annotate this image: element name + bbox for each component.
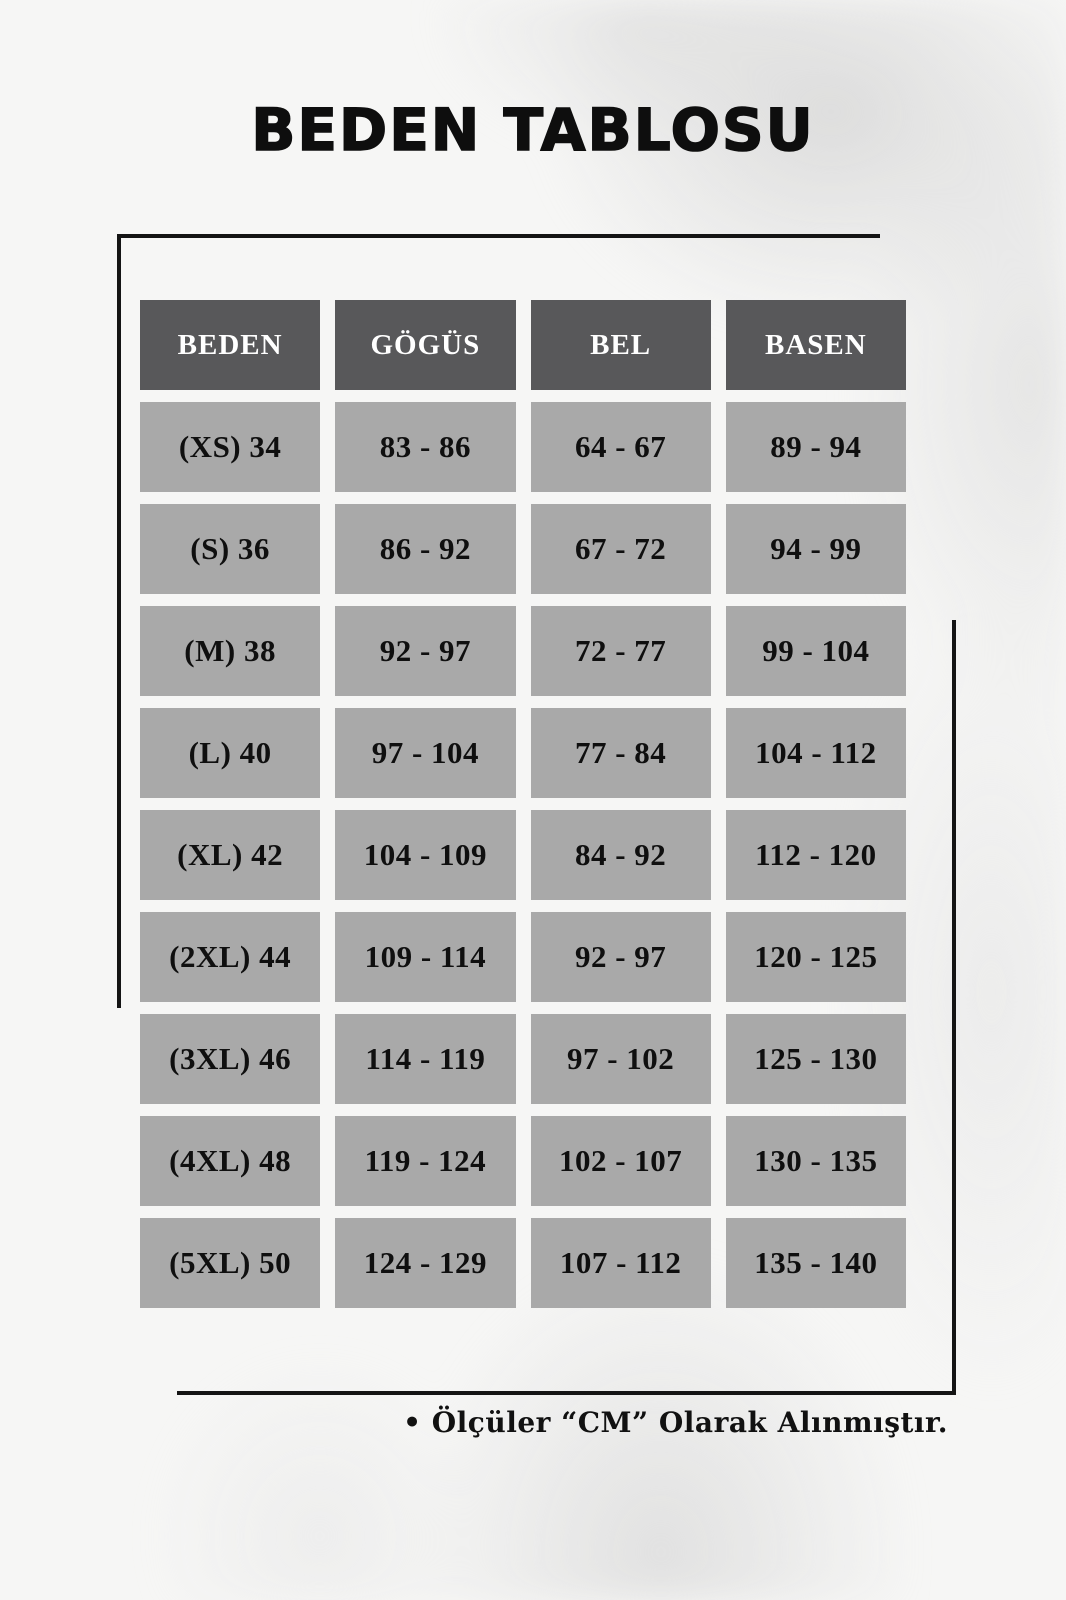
header-cell: BASEN: [725, 300, 906, 390]
size-cell: 135 - 140: [725, 1218, 906, 1308]
size-cell: 97 - 102: [530, 1014, 711, 1104]
size-table: BEDEN GÖGÜS BEL BASEN (XS) 34 83 - 86 64 - 67 8…: [140, 300, 906, 1308]
size-cell: 84 - 92: [530, 810, 711, 900]
decorative-line-bottom: [177, 1391, 956, 1395]
size-cell: 94 - 99: [725, 504, 906, 594]
size-cell: 77 - 84: [530, 708, 711, 798]
header-cell: GÖGÜS: [335, 300, 516, 390]
size-cell: 72 - 77: [530, 606, 711, 696]
page-title: BEDEN TABLOSU: [250, 95, 815, 165]
size-cell: (4XL) 48: [140, 1116, 321, 1206]
size-cell: 92 - 97: [335, 606, 516, 696]
size-cell: 86 - 92: [335, 504, 516, 594]
header-cell: BEL: [530, 300, 711, 390]
size-cell: 92 - 97: [530, 912, 711, 1002]
size-cell: 125 - 130: [725, 1014, 906, 1104]
size-cell: 83 - 86: [335, 402, 516, 492]
size-cell: (M) 38: [140, 606, 321, 696]
size-cell: 64 - 67: [530, 402, 711, 492]
size-cell: 120 - 125: [725, 912, 906, 1002]
size-cell: 112 - 120: [725, 810, 906, 900]
size-cell: 107 - 112: [530, 1218, 711, 1308]
size-cell: 124 - 129: [335, 1218, 516, 1308]
measurement-unit-note: • Ölçüler “CM” Olarak Alınmıştır.: [403, 1406, 948, 1439]
size-cell: 109 - 114: [335, 912, 516, 1002]
size-cell: 119 - 124: [335, 1116, 516, 1206]
decorative-line-right: [952, 620, 956, 1395]
size-cell: (5XL) 50: [140, 1218, 321, 1308]
size-cell: 130 - 135: [725, 1116, 906, 1206]
size-cell: 114 - 119: [335, 1014, 516, 1104]
size-cell: 102 - 107: [530, 1116, 711, 1206]
size-cell: 99 - 104: [725, 606, 906, 696]
size-cell: (3XL) 46: [140, 1014, 321, 1104]
size-cell: (S) 36: [140, 504, 321, 594]
size-cell: (2XL) 44: [140, 912, 321, 1002]
size-cell: (L) 40: [140, 708, 321, 798]
decorative-line-left: [117, 234, 121, 1008]
size-cell: 104 - 112: [725, 708, 906, 798]
header-cell: BEDEN: [140, 300, 321, 390]
size-cell: 67 - 72: [530, 504, 711, 594]
size-cell: (XL) 42: [140, 810, 321, 900]
decorative-line-top: [117, 234, 880, 238]
size-cell: 89 - 94: [725, 402, 906, 492]
size-cell: 104 - 109: [335, 810, 516, 900]
size-cell: 97 - 104: [335, 708, 516, 798]
size-cell: (XS) 34: [140, 402, 321, 492]
